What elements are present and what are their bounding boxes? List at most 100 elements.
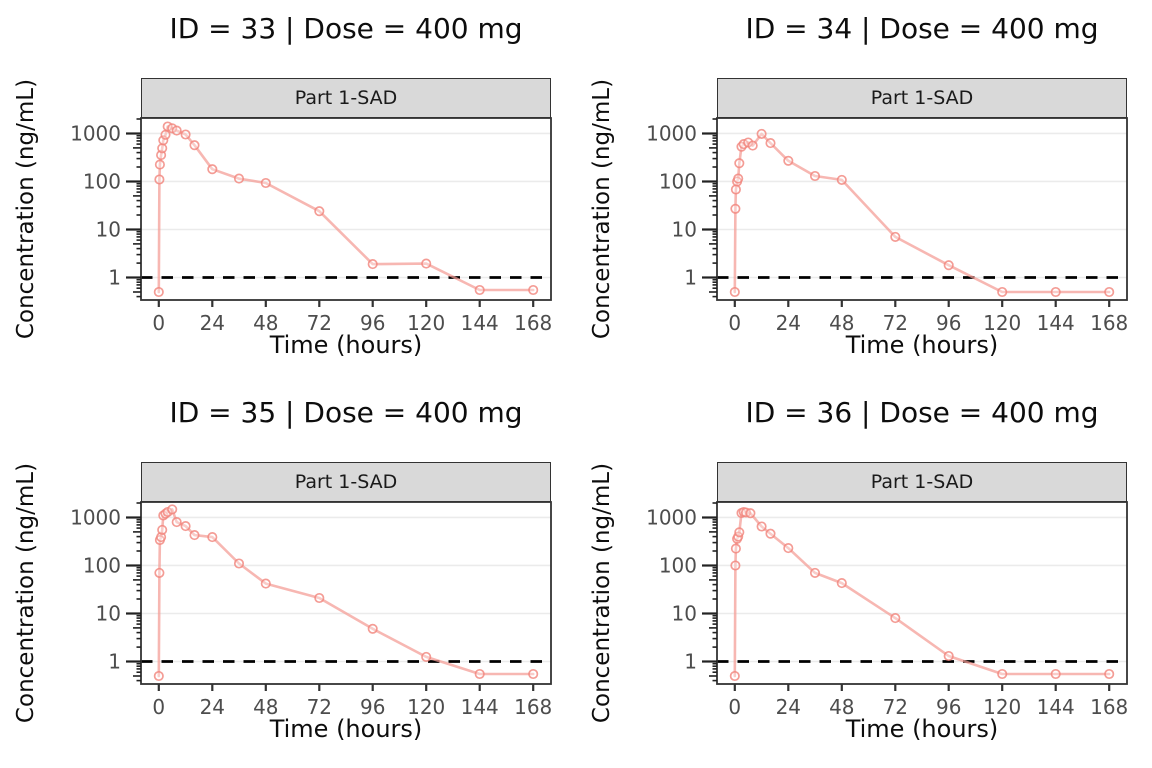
pk-point [233,173,245,184]
x-tick-label: 168 [514,695,552,719]
panel-id-33: ID = 33 | Dose = 400 mg Concentration (n… [0,0,576,384]
x-axis-title: Time (hours) [269,331,423,359]
x-tick-label: 96 [936,695,961,719]
x-tick-label: 168 [1090,695,1128,719]
x-tick-label: 144 [461,311,499,335]
panel-title: ID = 35 | Dose = 400 mg [169,396,523,429]
x-tick-label: 144 [1037,311,1075,335]
pk-point [997,668,1008,680]
x-axis-title: Time (hours) [269,715,423,743]
pk-point [1104,286,1115,298]
pk-point [809,567,821,578]
pk-point [809,170,821,182]
x-tick-label: 120 [407,311,445,335]
pk-point [171,517,182,528]
x-tick-label: 96 [360,311,385,335]
panel-border [716,501,1128,685]
panel-title: ID = 33 | Dose = 400 mg [169,12,523,45]
pk-point [756,128,767,139]
pk-point [421,651,432,662]
facet-strip: Part 1-SAD [141,462,551,502]
x-tick-label: 120 [407,695,445,719]
x-tick-label: 24 [200,311,225,335]
plot-area: 1 10 100 1000 0 24 48 72 96 120 144 168 [70,117,552,335]
y-tick-label: 10 [96,218,121,242]
pk-point [167,504,178,515]
x-tick-label: 168 [514,311,552,335]
pk-point [997,286,1008,298]
pk-point [528,284,539,296]
facet-strip-label: Part 1-SAD [870,87,974,109]
y-tick-label: 1 [684,650,697,674]
pk-line [733,510,1111,678]
pk-point [314,592,325,604]
x-tick-label: 72 [307,311,332,335]
panel-id-34: ID = 34 | Dose = 400 mg Concentration (n… [576,0,1152,384]
panel-id-36: ID = 36 | Dose = 400 mg Concentration (n… [576,384,1152,768]
panel-background [717,118,1127,300]
x-tick-label: 48 [829,311,854,335]
pk-point [157,143,168,154]
pk-point [474,284,485,296]
pk-point [153,286,164,298]
pk-point [528,668,539,680]
x-tick-label: 144 [1037,695,1075,719]
pk-point [765,138,776,149]
x-tick-label: 144 [461,695,499,719]
y-tick-label: 1000 [70,506,121,530]
pk-point [160,129,171,140]
plot-area: 1 10 100 1000 0 24 48 72 96 120 144 168 [646,117,1128,335]
pk-point [207,532,218,543]
x-tick-label: 0 [728,311,741,335]
pk-point [157,524,168,535]
pk-point [189,140,200,151]
y-tick-label: 1000 [646,122,697,146]
pk-point [1050,286,1061,298]
pk-point [890,231,901,242]
y-tick-label: 1 [108,650,121,674]
pk-point [367,623,378,634]
pk-point [180,129,191,140]
y-tick-label: 10 [672,602,697,626]
pk-point [180,521,191,532]
pk-point [756,521,767,532]
pk-point [154,174,165,185]
facet-strip-label: Part 1-SAD [294,87,398,109]
plot-area: 1 10 100 1000 0 24 48 72 96 120 144 168 [70,501,552,719]
facet-strip-label: Part 1-SAD [870,471,974,493]
pk-point [745,508,756,519]
y-tick-label: 1000 [646,506,697,530]
pk-point [943,650,954,662]
pk-point [171,125,182,136]
pk-point [836,174,847,185]
panel-background [717,502,1127,684]
panel-border [716,117,1128,301]
pk-point [836,578,847,589]
y-tick-label: 100 [83,170,121,194]
panel-border [140,117,552,301]
x-tick-label: 72 [883,311,908,335]
x-tick-label: 0 [728,695,741,719]
pk-point [730,184,741,195]
facet-strip: Part 1-SAD [141,78,551,118]
x-axis-title: Time (hours) [845,331,999,359]
pk-point [154,159,165,170]
x-tick-label: 96 [936,311,961,335]
y-tick-label: 100 [659,170,697,194]
pk-point [153,670,164,682]
y-tick-label: 1 [684,266,697,290]
x-tick-label: 0 [152,695,165,719]
pk-point [730,560,741,571]
pk-point [730,203,741,214]
pk-point [730,543,741,554]
pk-point [207,164,218,175]
pk-point [943,260,954,271]
pk-point [260,578,271,589]
pk-point [734,527,745,538]
panel-background [141,502,551,684]
x-tick-label: 24 [776,695,801,719]
x-tick-label: 0 [152,311,165,335]
y-tick-label: 1 [108,266,121,290]
panel-border [140,501,552,685]
panel-id-35: ID = 35 | Dose = 400 mg Concentration (n… [0,384,576,768]
